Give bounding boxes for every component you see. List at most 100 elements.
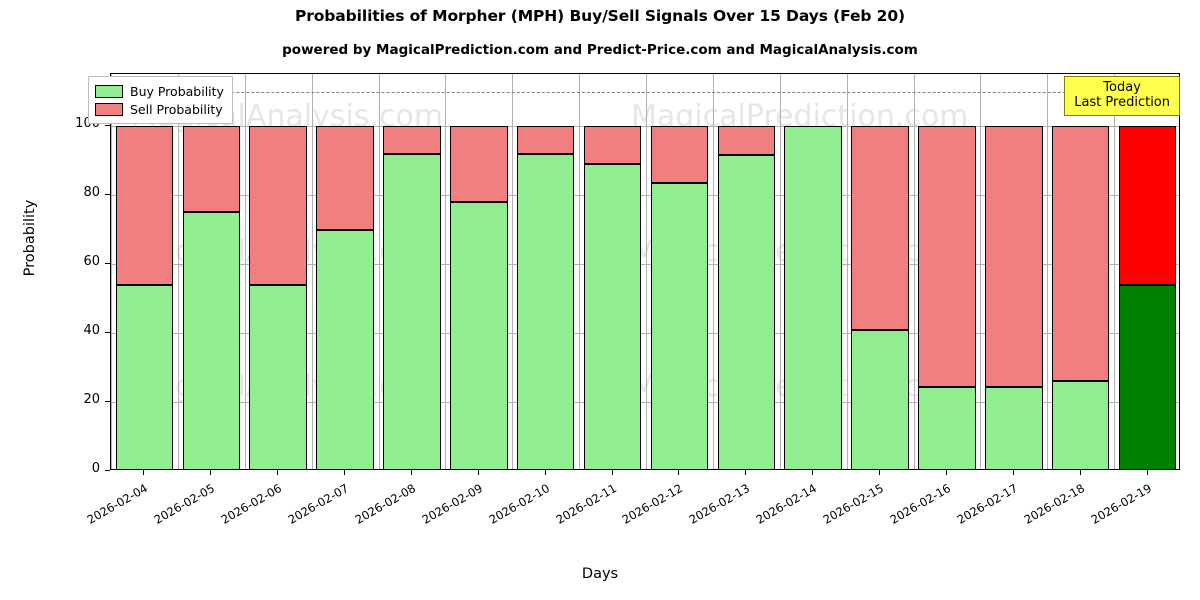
bar-segment-sell[interactable]	[583, 126, 642, 164]
bar-segment-buy[interactable]	[1118, 284, 1177, 469]
bar-segment-buy[interactable]	[383, 153, 441, 469]
legend-swatch-sell	[95, 102, 123, 116]
bar-segment-buy[interactable]	[1051, 380, 1110, 469]
bar-stacked[interactable]	[383, 74, 441, 469]
gridline-horizontal	[111, 126, 1179, 127]
bar-series-layer	[111, 74, 1179, 469]
bar-segment-sell[interactable]	[650, 126, 709, 183]
gridline-vertical	[779, 74, 781, 469]
bar-segment-sell[interactable]	[851, 126, 909, 330]
chart-subtitle: powered by MagicalPrediction.com and Pre…	[282, 42, 918, 58]
bar-stacked[interactable]	[115, 74, 174, 469]
gridline-vertical	[445, 74, 447, 469]
gridline-vertical	[646, 74, 647, 469]
x-axis-tick-mark	[277, 470, 279, 475]
bar-stacked[interactable]	[918, 74, 976, 469]
x-axis-tick-mark	[879, 470, 881, 475]
bar-segment-buy[interactable]	[516, 153, 575, 469]
legend-label-buy: Buy Probability	[130, 83, 224, 99]
gridline-vertical	[111, 74, 112, 469]
x-axis-label: Days	[581, 566, 619, 582]
x-axis-tick-mark	[812, 470, 814, 475]
x-axis-tick-mark	[1146, 470, 1148, 475]
y-axis-tick-mark	[105, 125, 110, 126]
x-axis-tick-mark	[210, 470, 212, 475]
gridline-vertical	[378, 74, 380, 469]
bar-stacked[interactable]	[249, 74, 307, 469]
bar-stacked[interactable]	[985, 74, 1043, 469]
bar-segment-buy[interactable]	[918, 387, 976, 469]
bar-stacked[interactable]	[1051, 74, 1110, 469]
bar-segment-buy[interactable]	[650, 182, 709, 469]
reference-dashed-line	[111, 91, 1179, 93]
gridline-vertical	[712, 74, 714, 469]
y-axis-tick-label: 60	[83, 254, 100, 269]
bar-segment-buy[interactable]	[182, 212, 241, 469]
y-axis-tick-label: 80	[83, 185, 100, 200]
y-axis-tick-mark	[105, 332, 110, 333]
y-axis-tick-label: 0	[91, 461, 100, 476]
gridline-vertical	[1114, 74, 1116, 469]
x-axis-tick-mark	[143, 470, 145, 475]
plot-area: MagicalAnalysis.com MagicalPrediction.com…	[110, 73, 1180, 470]
gridline-vertical	[913, 74, 915, 469]
bar-stacked[interactable]	[784, 74, 842, 469]
bar-segment-sell[interactable]	[450, 126, 508, 202]
legend-item-buy: Buy Probability	[95, 82, 224, 100]
x-axis-tick-mark	[410, 470, 412, 475]
bar-stacked[interactable]	[450, 74, 508, 469]
bar-segment-sell[interactable]	[249, 126, 307, 285]
gridline-vertical	[311, 74, 313, 469]
x-axis-tick-mark	[477, 470, 479, 475]
y-axis-tick-label: 20	[83, 392, 100, 407]
bar-stacked[interactable]	[583, 74, 642, 469]
x-axis-tick-mark	[678, 470, 680, 475]
bar-segment-buy[interactable]	[249, 284, 307, 469]
bar-stacked[interactable]	[316, 74, 374, 469]
chart-title: Probabilities of Morpher (MPH) Buy/Sell …	[294, 7, 906, 25]
bar-segment-sell[interactable]	[182, 126, 241, 213]
gridline-vertical	[1047, 74, 1049, 469]
gridline-horizontal	[111, 195, 1179, 196]
chart-legend: Buy Probability Sell Probability	[88, 76, 233, 124]
bar-stacked[interactable]	[182, 74, 241, 469]
x-axis-tick-mark	[945, 470, 947, 475]
bar-segment-sell[interactable]	[717, 126, 776, 156]
y-axis-tick-mark	[105, 401, 110, 402]
bar-segment-sell[interactable]	[985, 126, 1043, 388]
y-axis-tick-label: 40	[83, 323, 100, 338]
bar-segment-sell[interactable]	[115, 126, 174, 285]
x-axis-tick-mark	[745, 470, 747, 475]
bar-today[interactable]	[1118, 74, 1177, 469]
legend-label-sell: Sell Probability	[130, 101, 223, 117]
bar-segment-sell[interactable]	[1118, 126, 1177, 285]
bar-segment-buy[interactable]	[316, 229, 374, 469]
y-axis-tick-mark	[105, 194, 110, 195]
bar-segment-buy[interactable]	[115, 284, 174, 469]
legend-swatch-buy	[95, 84, 123, 98]
x-axis-tick-mark	[1079, 470, 1081, 475]
bar-segment-sell[interactable]	[316, 126, 374, 230]
bar-segment-buy[interactable]	[583, 163, 642, 469]
bar-stacked[interactable]	[851, 74, 909, 469]
gridline-vertical	[512, 74, 514, 469]
bar-segment-buy[interactable]	[450, 201, 508, 469]
bar-stacked[interactable]	[650, 74, 709, 469]
gridline-horizontal	[111, 402, 1179, 403]
today-annotation-line1: Today	[1103, 80, 1141, 95]
bar-segment-sell[interactable]	[1051, 126, 1110, 381]
bar-stacked[interactable]	[717, 74, 776, 469]
bar-segment-sell[interactable]	[516, 126, 575, 154]
bar-segment-sell[interactable]	[918, 126, 976, 388]
bar-segment-buy[interactable]	[985, 387, 1043, 469]
bar-stacked[interactable]	[516, 74, 575, 469]
gridline-horizontal	[111, 264, 1179, 265]
bar-segment-sell[interactable]	[383, 126, 441, 154]
gridline-vertical	[846, 74, 848, 469]
bar-segment-buy[interactable]	[784, 126, 842, 469]
bar-segment-buy[interactable]	[717, 155, 776, 469]
bar-segment-buy[interactable]	[851, 329, 909, 469]
x-axis-tick-mark	[544, 470, 546, 475]
x-axis-tick-mark	[611, 470, 613, 475]
